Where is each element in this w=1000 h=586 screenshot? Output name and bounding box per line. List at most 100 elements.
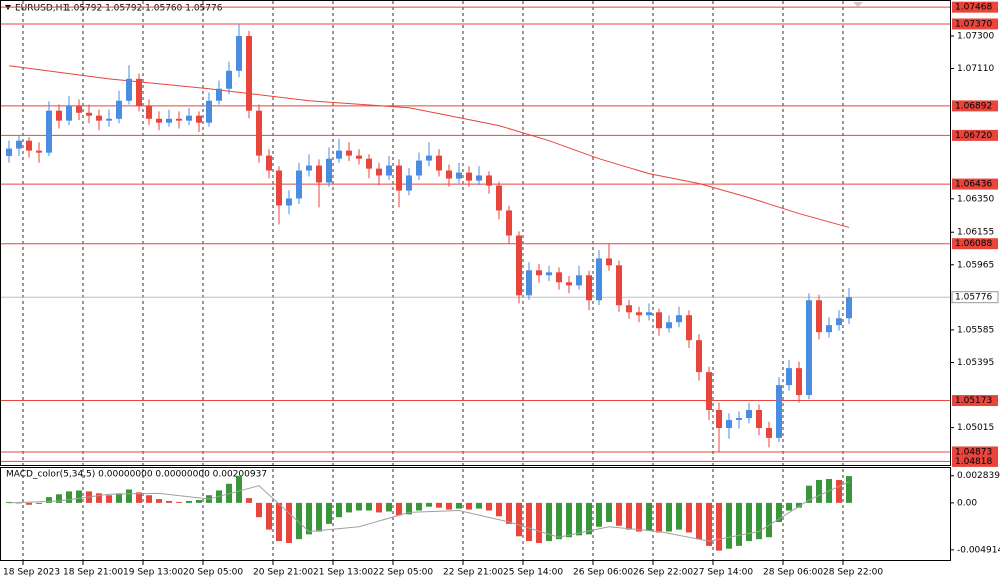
macd-bar [126, 489, 132, 503]
candle-body [496, 185, 502, 211]
candle-body [306, 165, 312, 171]
x-tick-label: 22 Sep 21:00 [443, 568, 503, 578]
level-label: 1.06088 [955, 239, 992, 249]
y-tick-label: 1.07300 [957, 31, 994, 41]
candle-body [316, 165, 322, 183]
candle-body [666, 322, 672, 329]
candle-body [416, 160, 422, 176]
candle-body [846, 297, 852, 319]
candle-body [786, 368, 792, 386]
candle-body [676, 315, 682, 323]
candle-body [546, 272, 552, 276]
level-label: 1.04873 [955, 447, 992, 457]
candle-body [76, 105, 82, 113]
macd-bar [186, 500, 192, 503]
macd-bar [176, 501, 182, 503]
macd-bar [136, 492, 142, 503]
level-label: 1.07468 [955, 3, 992, 13]
level-label: 1.06892 [955, 101, 992, 111]
macd-bar [466, 502, 472, 510]
macd-bar [16, 502, 22, 504]
candle-body [576, 275, 582, 286]
candle-body [126, 78, 132, 101]
macd-bar [36, 502, 42, 504]
candle-body [116, 100, 122, 119]
x-tick-label: 20 Sep 05:00 [183, 568, 243, 578]
candle-body [106, 118, 112, 121]
x-tick-label: 18 Sep 21:00 [63, 568, 123, 578]
candle-body [776, 385, 782, 438]
macd-bar [416, 502, 422, 511]
level-label-box [952, 18, 998, 30]
macd-bar [386, 502, 392, 512]
macd-bar [676, 502, 682, 530]
symbol-title: EURUSD,H1 [15, 4, 68, 14]
level-label-box [952, 395, 998, 407]
candle-body [516, 235, 522, 296]
macd-bar [616, 502, 622, 526]
macd-bar [666, 502, 672, 532]
macd-bar [46, 497, 52, 503]
candle-body [386, 165, 392, 176]
candle-body [166, 118, 172, 123]
macd-bar [256, 502, 262, 518]
y-tick-label: 1.05585 [957, 325, 994, 335]
candle-body [396, 165, 402, 191]
y-tick-label: -0.0049140 [957, 545, 1000, 555]
candle-body [376, 168, 382, 176]
y-tick-label: 1.06155 [957, 228, 994, 238]
level-label-box [952, 455, 998, 467]
macd-bar [56, 494, 62, 503]
level-label-box [952, 100, 998, 112]
candle-body [296, 170, 302, 199]
level-label: 1.06720 [955, 131, 992, 141]
macd-bar [436, 502, 442, 508]
level-label-box [952, 178, 998, 190]
macd-bar [296, 502, 302, 540]
macd-bar [686, 502, 692, 533]
candle-body [596, 258, 602, 301]
macd-bar [776, 502, 782, 522]
macd-bar [496, 502, 502, 517]
candle-body [366, 158, 372, 169]
macd-bar [166, 500, 172, 503]
candle-body [836, 318, 842, 326]
candle-body [66, 105, 72, 121]
level-label: 1.04818 [955, 457, 992, 467]
x-tick-label: 22 Sep 05:00 [373, 568, 433, 578]
macd-bar [306, 502, 312, 535]
candle-body [726, 419, 732, 428]
candle-body [356, 155, 362, 159]
current-price-box [951, 291, 999, 304]
candle-body [536, 270, 542, 276]
macd-bar [356, 502, 362, 511]
candle-body [486, 175, 492, 186]
candle-body [266, 155, 272, 171]
macd-bar [76, 490, 82, 503]
candle-body [136, 78, 142, 106]
candle-body [796, 368, 802, 396]
macd-bar [366, 502, 372, 511]
candle-body [56, 110, 62, 121]
candle-body [746, 409, 752, 419]
macd-bar [336, 502, 342, 518]
candle-body [276, 170, 282, 206]
macd-bar [706, 502, 712, 546]
scroll-marker[interactable] [853, 2, 863, 7]
candle-body [36, 150, 42, 153]
candle-body [146, 105, 152, 119]
candle-body [506, 210, 512, 236]
macd-title: MACD_color(5,34,5) 0.00000000 0.00000000… [6, 470, 267, 480]
candle-body [466, 172, 472, 181]
candle-body [816, 300, 822, 333]
candle-body [556, 272, 562, 283]
candle-body [406, 175, 412, 191]
macd-bar [646, 502, 652, 531]
candle-body [736, 418, 742, 420]
macd-bar [546, 502, 552, 542]
macd-bar [106, 495, 112, 503]
macd-bar [376, 502, 382, 513]
candle-body [6, 148, 12, 156]
y-tick-label: 1.05015 [957, 423, 994, 433]
macd-bar [156, 499, 162, 503]
